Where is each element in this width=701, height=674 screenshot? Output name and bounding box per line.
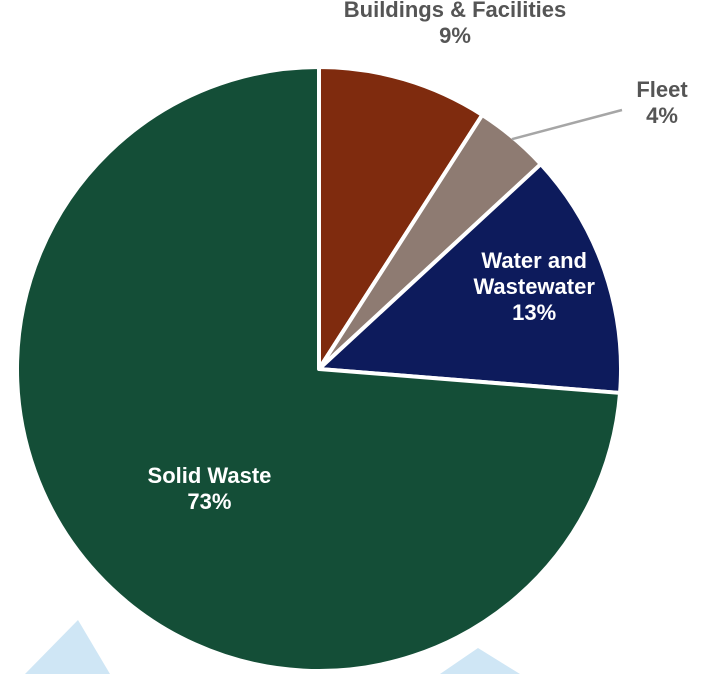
watermark-shape <box>25 620 110 674</box>
solid-waste-label: Solid Waste <box>148 463 272 488</box>
water-and-wastewater-label: Wastewater <box>473 274 595 299</box>
watermark-shape <box>440 648 520 674</box>
slice-solid-waste <box>15 65 623 673</box>
solid-waste-value-label: 73% <box>187 489 231 514</box>
water-and-wastewater-label: Water and <box>481 248 587 273</box>
slice-buildings-facilities <box>317 65 485 371</box>
buildings-facilities-label: Buildings & Facilities <box>344 0 566 22</box>
fleet-label: Fleet <box>636 77 688 102</box>
slice-water-and-wastewater <box>317 162 623 395</box>
fleet-value-label: 4% <box>646 103 678 128</box>
leader-line <box>511 108 623 141</box>
buildings-facilities-value-label: 9% <box>439 23 471 48</box>
water-and-wastewater-value-label: 13% <box>512 300 556 325</box>
